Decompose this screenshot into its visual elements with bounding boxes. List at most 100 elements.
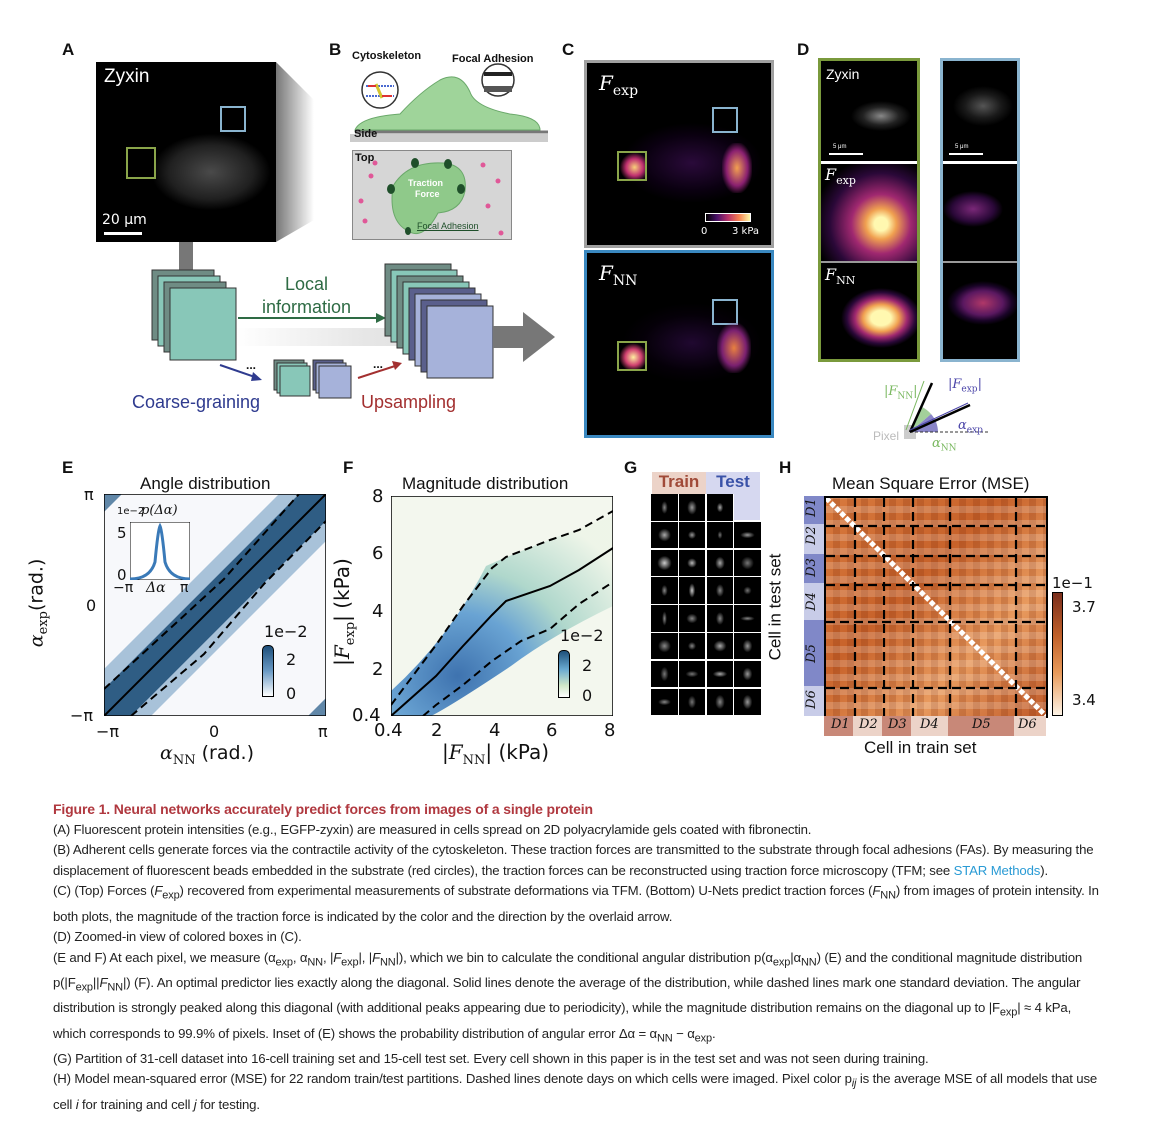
h-xgroup-d1 — [824, 716, 853, 736]
e-ytick-pi: π — [84, 485, 94, 504]
fnn-symbol-d: F — [825, 265, 837, 284]
f-ytick-4: 4 — [372, 601, 384, 622]
f-ytick-6: 6 — [372, 543, 384, 564]
label-alpha-exp: αexp — [958, 418, 983, 436]
label-traction: Traction — [408, 178, 444, 188]
cell-thumb — [678, 521, 706, 549]
inset-title: p(Δα) — [141, 503, 178, 518]
colorbar-f — [558, 650, 570, 698]
cell-thumb — [651, 632, 678, 660]
caption-ef-5: | ≈ 4 kPa, which corresponds to 99.9% of… — [53, 1000, 1072, 1041]
connector-stem — [179, 242, 193, 272]
h-ylabel-d5: D5 — [803, 644, 819, 663]
cell-thumb — [678, 494, 706, 521]
blue-roi-box-c2 — [712, 299, 738, 325]
panel-label-c: C — [562, 40, 575, 59]
h-ygroup-d6 — [804, 686, 824, 716]
cell-thumb — [706, 494, 734, 521]
fexp-crop-green — [821, 164, 917, 261]
h-ylabel-d2: D2 — [803, 526, 819, 545]
e-xlabel: αNN (rad.) — [160, 742, 255, 768]
fnn-symbol: F — [599, 261, 613, 285]
fnn-crop-blue — [943, 263, 1017, 359]
divider-d1 — [821, 161, 917, 164]
angle-diagram — [904, 380, 990, 439]
h-xgroups — [824, 716, 1046, 736]
caption-c-2: ) recovered from experimental measuremen… — [179, 883, 873, 899]
alpha-exp-sub: exp — [966, 425, 983, 436]
h-ygroups — [804, 496, 824, 716]
cell-thumb — [651, 521, 678, 549]
h-xlabel-d5: D5 — [972, 717, 991, 732]
label-pixel: Pixel — [873, 429, 900, 443]
caption-h-3: for training and cell — [78, 1096, 194, 1112]
fexp-mag-symbol: |F — [948, 377, 962, 392]
cell-thumb — [678, 632, 706, 660]
panel-label-a: A — [62, 40, 75, 59]
f-xtick-4: 4 — [489, 720, 501, 741]
colorbar-f-tick-2: 2 — [582, 656, 593, 675]
f-ytick-2: 2 — [372, 659, 384, 680]
h-xgroup-d6 — [1014, 716, 1046, 736]
fnn-mag-symbol: |F — [884, 384, 898, 399]
h-ylabel-d3: D3 — [803, 558, 819, 577]
inset-plot — [130, 522, 190, 580]
train-header: Train — [652, 472, 706, 494]
h-xgroup-d5 — [948, 716, 1014, 736]
test-bg-cell — [734, 494, 760, 520]
cell-thumb — [734, 521, 761, 549]
fexp-label: Fexp — [599, 71, 638, 99]
cell-thumb — [678, 577, 706, 604]
caption-ef-3: ) (E) and the conditional magnitude dist… — [53, 949, 1083, 991]
top-view-diagram: Top Traction Force Focal Adhesion — [352, 150, 512, 240]
fexp-force-map: Fexp 0 3 kPa — [584, 60, 774, 248]
label-local: Local — [285, 274, 329, 294]
fnn-sub-d: NN — [836, 274, 856, 288]
cell-thumb — [678, 660, 706, 688]
colorbar-e-tick-2: 2 — [286, 650, 297, 669]
fexp-symbol-d: F — [825, 165, 837, 184]
cell-thumb — [678, 605, 706, 632]
f-ylabel: |Fexp| (kPa) — [329, 558, 358, 666]
h-xlabel-d3: D3 — [888, 717, 907, 732]
e-xtick-pi: π — [318, 722, 328, 741]
colorbar-c-min: 0 — [701, 226, 708, 237]
panel-label-f: F — [343, 458, 354, 477]
label-focal-adhesion: Focal Adhesion — [452, 53, 534, 65]
caption-a: (A) Fluorescent protein intensities (e.g… — [53, 821, 812, 837]
cell-thumb — [651, 660, 678, 688]
fnn-label-d: FNN — [825, 265, 855, 287]
fnn-sub: NN — [612, 273, 638, 289]
h-ygroup-d2 — [804, 524, 824, 554]
zyxin-label-d: Zyxin — [826, 66, 860, 82]
cell-thumb — [734, 660, 761, 688]
blue-roi-box — [220, 106, 246, 132]
chart-h-heatmap — [824, 496, 1048, 718]
label-focal-adhesion-top: Focal Adhesion — [417, 221, 479, 231]
unet-diagram — [151, 263, 555, 399]
h-xlabel-d1: D1 — [831, 717, 850, 732]
scalebar — [104, 232, 142, 235]
caption-h-2: is the average MSE of all models that us… — [53, 1071, 1098, 1112]
label-force: Force — [415, 189, 440, 199]
h-ylabel-d6: D6 — [803, 690, 819, 709]
h-ylabel-d1: D1 — [803, 498, 819, 517]
cell-thumb — [651, 577, 678, 604]
inset-scale: 1e−2 — [117, 506, 145, 517]
f-ytick-0.4: 0.4 — [352, 705, 381, 726]
e-xtick-0: 0 — [209, 722, 220, 741]
divider-d3 — [943, 161, 1017, 164]
colorbar-e-tick-0: 0 — [286, 684, 297, 703]
cell-thumb — [651, 549, 678, 577]
green-roi-box — [126, 147, 156, 179]
caption-c-1: (C) (Top) Forces ( — [53, 883, 155, 899]
star-methods-link[interactable]: STAR Methods — [953, 862, 1041, 878]
chart-f-plot — [391, 496, 613, 716]
hotspot — [722, 143, 752, 193]
f-xtick-0.4: 0.4 — [374, 720, 403, 741]
caption-ef-4: |) (F). An optimal predictor lies exactl… — [53, 975, 1081, 1016]
h-xlabel-d6: D6 — [1018, 717, 1037, 732]
h-xlabel: Cell in train set — [864, 738, 977, 757]
f-xtick-8: 8 — [604, 720, 616, 741]
divider-d2 — [821, 261, 917, 263]
